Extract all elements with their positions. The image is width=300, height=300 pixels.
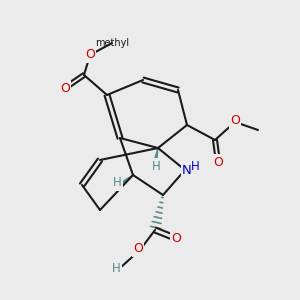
Text: methyl: methyl (95, 38, 129, 48)
Text: O: O (171, 232, 181, 244)
Polygon shape (154, 148, 158, 163)
Text: O: O (60, 82, 70, 94)
Text: H: H (190, 160, 200, 173)
Text: O: O (60, 82, 70, 94)
Text: N: N (182, 164, 192, 176)
Text: O: O (85, 49, 94, 62)
Text: H: H (112, 176, 122, 190)
Text: O: O (230, 115, 240, 128)
Text: O: O (85, 47, 95, 61)
Polygon shape (119, 175, 133, 186)
Text: O: O (133, 242, 143, 256)
Text: O: O (213, 155, 223, 169)
Text: H: H (112, 262, 120, 275)
Text: H: H (152, 160, 160, 172)
